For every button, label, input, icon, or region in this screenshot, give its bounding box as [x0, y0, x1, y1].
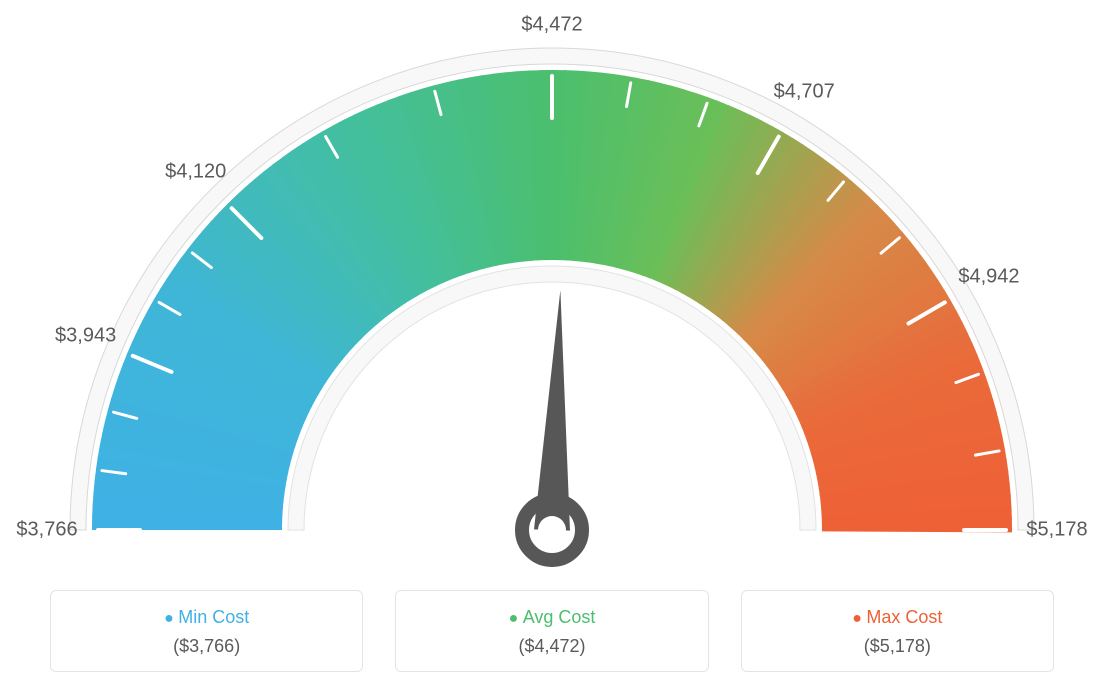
legend-min-value: ($3,766) [51, 636, 362, 657]
cost-gauge: $3,766$3,943$4,120$4,472$4,707$4,942$5,1… [52, 20, 1052, 580]
gauge-tick-label: $3,766 [16, 519, 77, 542]
gauge-tick-label: $4,472 [521, 14, 582, 37]
legend-avg-value: ($4,472) [396, 636, 707, 657]
legend-max-value: ($5,178) [742, 636, 1053, 657]
legend-row: Min Cost ($3,766) Avg Cost ($4,472) Max … [50, 590, 1054, 672]
legend-card-avg: Avg Cost ($4,472) [395, 590, 708, 672]
gauge-tick-label: $4,942 [958, 265, 1019, 288]
gauge-tick-label: $5,178 [1026, 519, 1087, 542]
gauge-tick-label: $4,120 [165, 161, 226, 184]
legend-max-label: Max Cost [742, 607, 1053, 628]
legend-avg-label: Avg Cost [396, 607, 707, 628]
gauge-tick-label: $4,707 [774, 81, 835, 104]
legend-card-min: Min Cost ($3,766) [50, 590, 363, 672]
gauge-tick-label: $3,943 [55, 325, 116, 348]
gauge-svg [52, 20, 1052, 580]
legend-min-label: Min Cost [51, 607, 362, 628]
legend-card-max: Max Cost ($5,178) [741, 590, 1054, 672]
